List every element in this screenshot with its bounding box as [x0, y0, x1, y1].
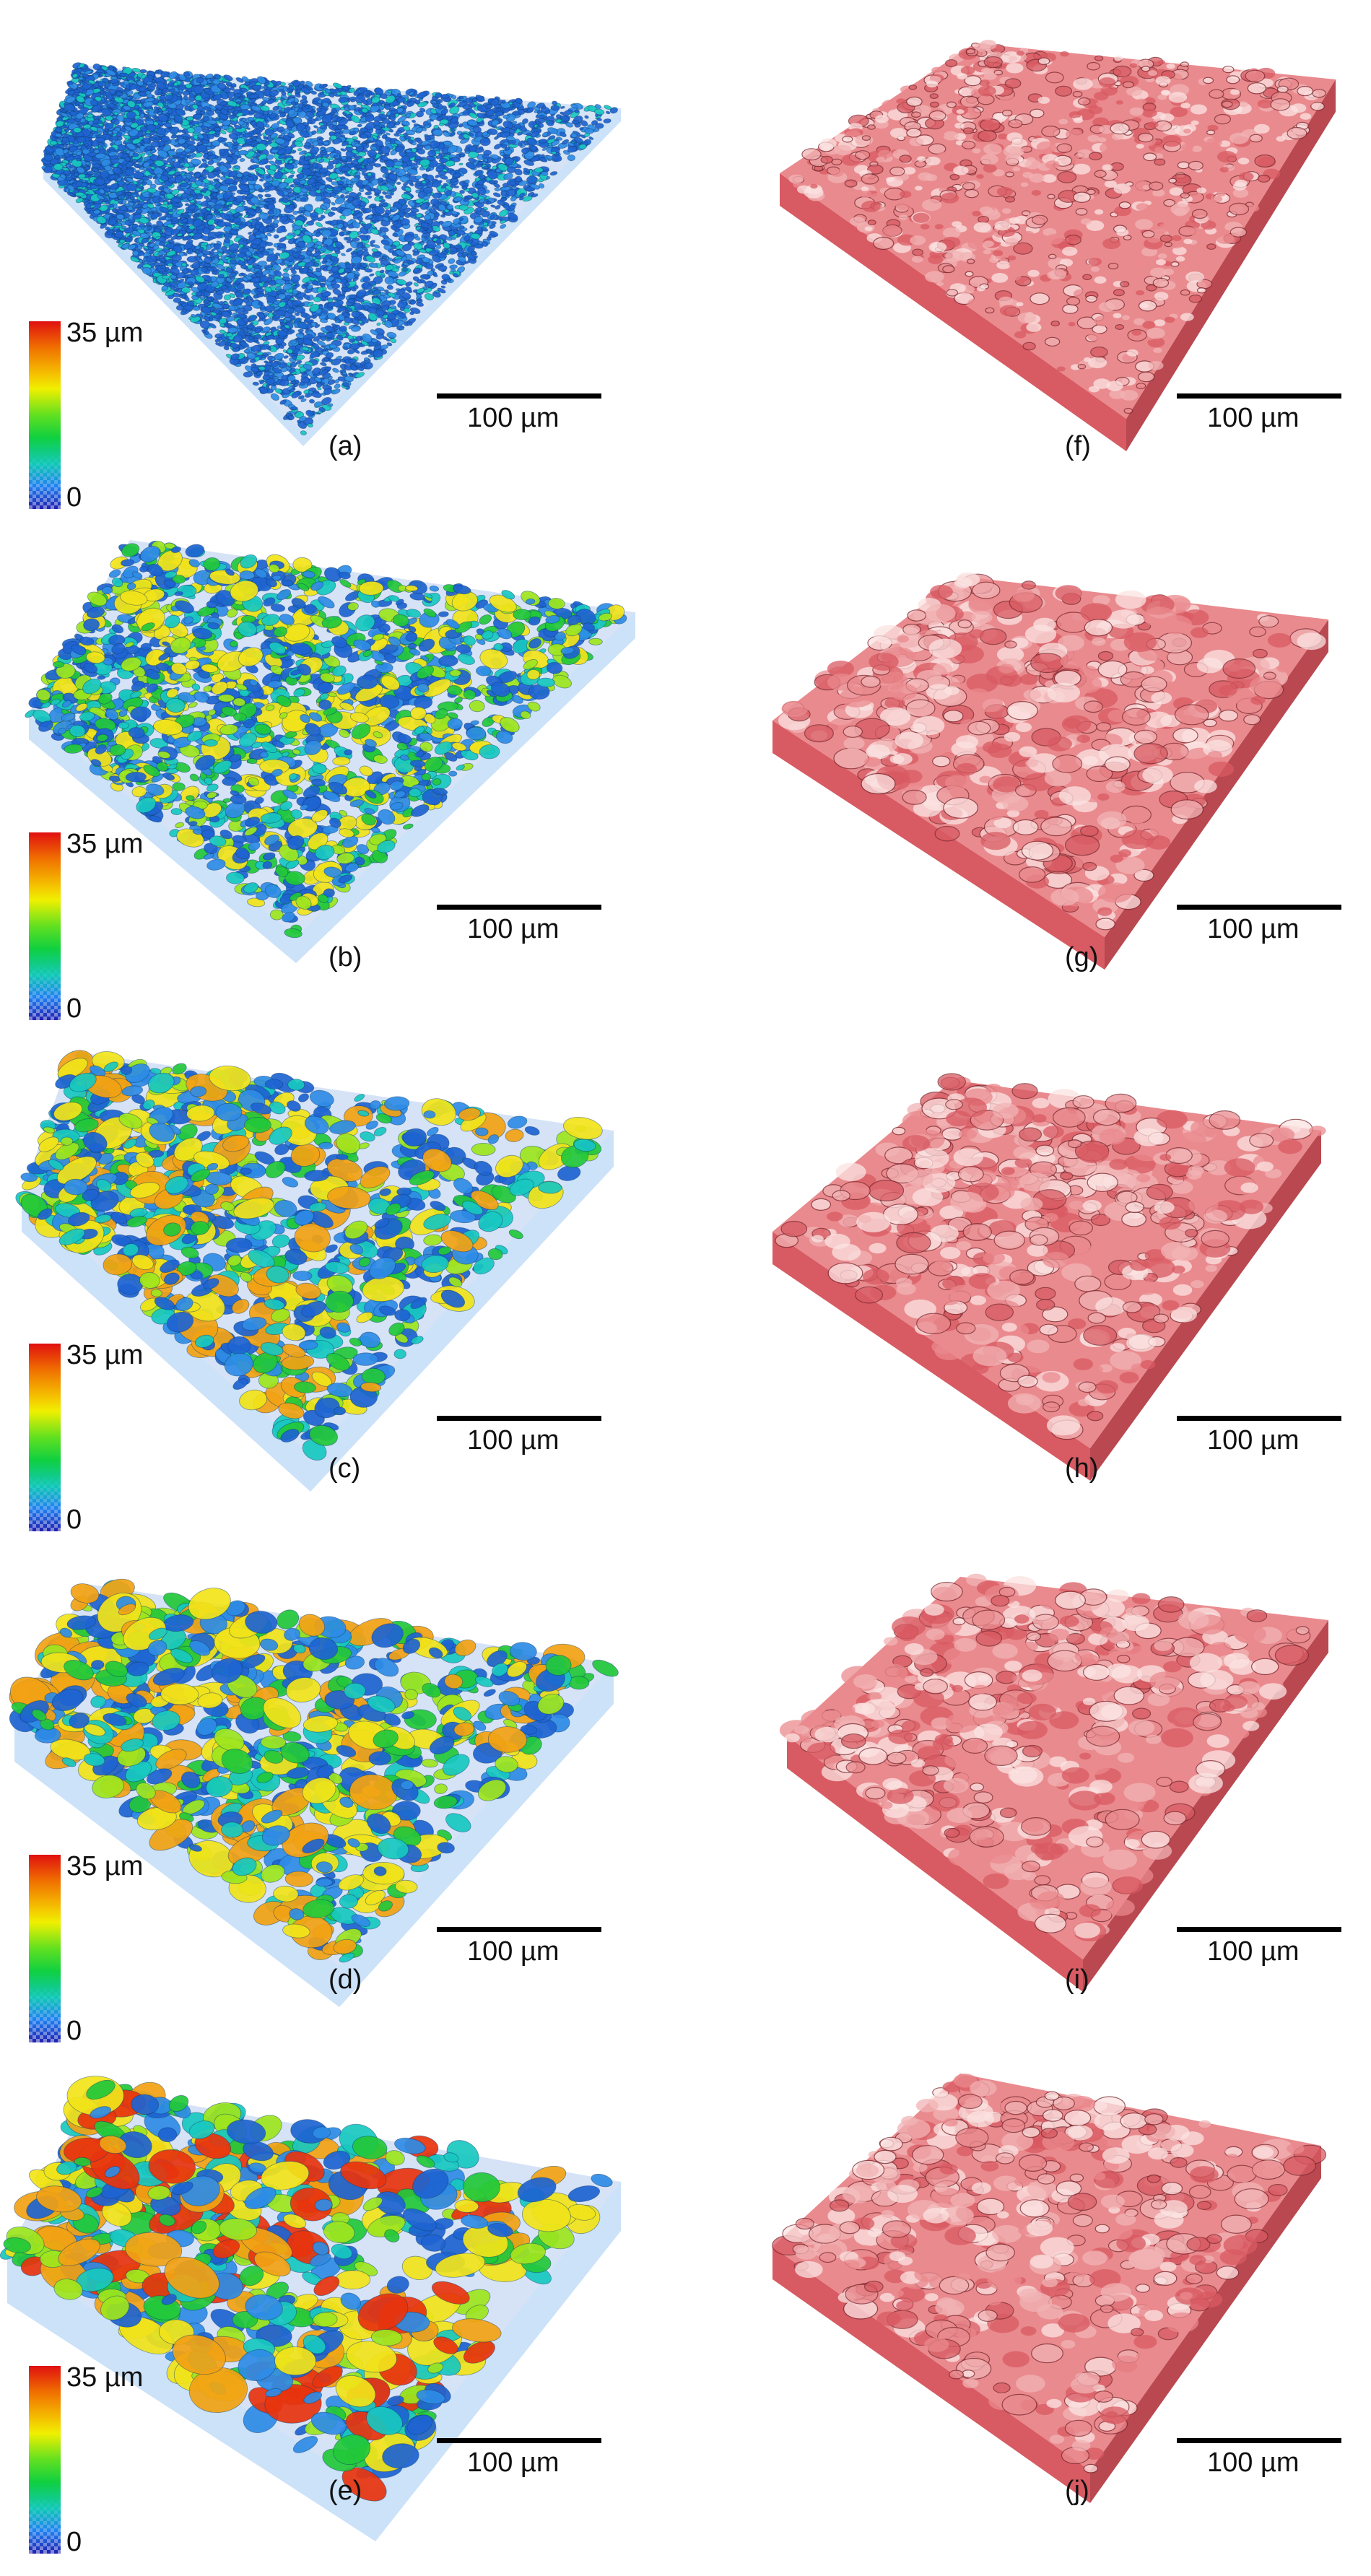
scale-bar-label: 100 µm [1207, 1936, 1300, 1967]
pore-size-volume-e [0, 2076, 621, 2541]
scale-bar-label: 100 µm [467, 1936, 560, 1967]
pore-size-colorbar [29, 1344, 61, 1531]
panel-label: (f) [1065, 431, 1091, 461]
pore-size-volume-c [15, 1050, 614, 1492]
colorbar-max-label: 35 µm [66, 1340, 144, 1370]
solid-volume-h [772, 1073, 1326, 1481]
colorbar-min-label: 0 [66, 482, 82, 513]
scale-bar [1177, 1416, 1341, 1421]
scale-bar-label: 100 µm [1207, 1425, 1300, 1455]
pore-size-colorbar [29, 1855, 61, 2042]
panel-e: 35 µm 0 100 µm (e) [0, 2045, 686, 2560]
panel-label: (a) [328, 431, 362, 461]
panel-b: 35 µm 0 100 µm (b) [0, 511, 686, 1027]
scale-bar-label: 100 µm [1207, 914, 1300, 944]
panel-label: (c) [328, 1453, 361, 1484]
panel-label: (h) [1065, 1453, 1099, 1484]
scale-bar [437, 393, 601, 399]
pore-size-volume-b [25, 540, 635, 963]
panel-c: 35 µm 0 100 µm (c) [0, 1022, 686, 1538]
scale-bar [437, 2438, 601, 2443]
panel-g: 100 µm (g) [686, 511, 1371, 1027]
panel-d: 35 µm 0 100 µm (d) [0, 1533, 686, 2049]
scale-bar-label: 100 µm [467, 914, 560, 944]
scale-bar-label: 100 µm [1207, 2447, 1300, 2478]
colorbar-max-label: 35 µm [66, 2362, 144, 2393]
panel-j: 100 µm (j) [686, 2045, 1371, 2560]
panel-f: 100 µm (f) [686, 0, 1371, 515]
panel-i: 100 µm (i) [686, 1533, 1371, 2049]
panel-label: (i) [1065, 1964, 1089, 1995]
scale-bar-label: 100 µm [467, 403, 560, 433]
scale-bar-label: 100 µm [467, 2447, 560, 2478]
colorbar-min-label: 0 [66, 2016, 82, 2046]
colorbar-min-label: 0 [66, 1505, 82, 1535]
scale-bar [1177, 1927, 1341, 1932]
scale-bar [1177, 905, 1341, 910]
scale-bar-label: 100 µm [1207, 403, 1300, 433]
solid-volume-j [772, 2074, 1327, 2503]
panel-label: (e) [328, 2476, 362, 2506]
scale-bar-label: 100 µm [467, 1425, 560, 1455]
scale-bar [1177, 2438, 1341, 2443]
colorbar-max-label: 35 µm [66, 318, 144, 348]
panel-label: (d) [328, 1964, 362, 1995]
solid-volume-i [779, 1573, 1328, 1992]
scale-bar [1177, 393, 1341, 399]
colorbar-max-label: 35 µm [66, 829, 144, 859]
pore-size-volume-d [9, 1578, 619, 2007]
colorbar-min-label: 0 [66, 993, 82, 1024]
scale-bar [437, 905, 601, 910]
colorbar-max-label: 35 µm [66, 1851, 144, 1881]
pore-size-volume-a [40, 62, 621, 446]
solid-volume-g [772, 572, 1328, 970]
pore-size-colorbar [29, 832, 61, 1020]
solid-volume-f [780, 40, 1336, 451]
colorbar-min-label: 0 [66, 2527, 82, 2557]
panel-label: (b) [328, 942, 362, 972]
panel-label: (j) [1065, 2476, 1089, 2506]
panel-h: 100 µm (h) [686, 1022, 1371, 1538]
scale-bar [437, 1927, 601, 1932]
panel-a: 35 µm 0 100 µm (a) [0, 0, 686, 515]
pore-size-colorbar [29, 2366, 61, 2554]
pore-size-colorbar [29, 321, 61, 509]
panel-label: (g) [1065, 942, 1099, 972]
scale-bar [437, 1416, 601, 1421]
